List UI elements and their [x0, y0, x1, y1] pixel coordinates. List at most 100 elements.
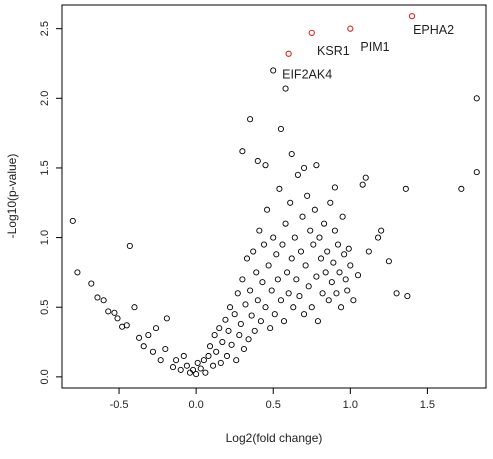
data-point: [217, 359, 224, 366]
data-point: [280, 318, 288, 325]
data-point: [458, 185, 465, 192]
data-point: [473, 169, 480, 176]
data-point: [136, 334, 143, 341]
data-point: [288, 255, 295, 262]
data-point: [273, 251, 280, 258]
data-point: [126, 242, 133, 249]
data-point: [206, 343, 214, 350]
data-point: [344, 287, 351, 294]
data-point: [173, 357, 180, 364]
data-point: [111, 309, 118, 316]
data-point: [287, 199, 294, 206]
data-point: [114, 315, 121, 322]
data-point: [402, 185, 409, 192]
data-point: [228, 341, 235, 348]
data-point: [393, 290, 400, 297]
x-tick-label: 1.0: [343, 399, 358, 411]
data-point: [190, 366, 197, 373]
data-point: [270, 67, 277, 74]
data-point: [473, 95, 480, 102]
data-point: [162, 345, 169, 353]
data-point: [105, 308, 112, 315]
gene-label: KSR1: [317, 44, 350, 58]
data-point: [163, 315, 170, 322]
data-point: [274, 276, 281, 283]
data-point: [301, 311, 308, 318]
data-point: [345, 245, 352, 252]
data-point: [250, 248, 257, 255]
data-point: [293, 276, 300, 283]
data-point: [236, 332, 243, 339]
data-point: [100, 297, 107, 304]
data-point: [297, 248, 305, 255]
data-point: [347, 262, 354, 269]
data-point: [285, 290, 292, 297]
data-point: [186, 369, 194, 376]
data-point: [313, 162, 320, 169]
data-point: [262, 304, 269, 311]
data-point: [219, 338, 226, 346]
data-point: [290, 304, 297, 311]
data-point: [284, 269, 291, 276]
data-point: [247, 116, 254, 123]
data-point: [328, 279, 335, 286]
data-point: [301, 164, 308, 171]
data-point: [177, 366, 184, 373]
data-point: [341, 251, 348, 258]
data-point: [316, 234, 323, 241]
data-point: [404, 293, 411, 300]
data-point: [234, 290, 241, 297]
data-point: [342, 276, 349, 283]
highlighted-point: [308, 29, 315, 37]
data-point: [239, 148, 246, 155]
data-point: [330, 259, 337, 266]
highlighted-point: [347, 25, 354, 32]
data-point: [74, 269, 81, 276]
data-point: [211, 332, 218, 339]
data-point: [385, 258, 392, 265]
data-point: [248, 312, 255, 319]
data-point: [339, 213, 346, 220]
data-point: [123, 322, 130, 329]
data-point: [324, 248, 331, 255]
data-point: [193, 371, 200, 378]
data-point: [245, 336, 252, 343]
data-point: [310, 241, 317, 248]
data-point: [254, 297, 261, 304]
plot-frame: [61, 4, 487, 389]
data-point: [294, 171, 301, 178]
data-point: [260, 241, 268, 248]
gene-label: EPHA2: [413, 23, 454, 37]
gene-label: EIF2AK4: [282, 68, 332, 82]
data-point: [288, 150, 295, 158]
data-point: [333, 290, 340, 297]
data-point: [279, 241, 286, 248]
data-point: [149, 348, 157, 355]
data-point: [313, 273, 320, 280]
data-point: [268, 287, 275, 294]
data-point: [153, 325, 160, 332]
data-point: [362, 174, 369, 181]
data-point: [305, 283, 312, 290]
x-tick-label: 1.5: [420, 399, 435, 411]
data-point: [240, 345, 247, 353]
y-tick-label: 1.5: [39, 160, 51, 175]
y-tick-label: 2.0: [39, 91, 51, 106]
data-point: [231, 311, 238, 318]
data-point: [205, 352, 212, 360]
data-point: [254, 157, 261, 165]
data-point: [277, 297, 284, 304]
data-point: [338, 304, 345, 311]
y-tick-label: 0.0: [39, 369, 51, 384]
y-axis: 0.0 0.5 1.0 1.5 2.0 2.5: [39, 21, 62, 385]
data-point: [354, 272, 362, 279]
data-point: [233, 357, 240, 364]
data-point: [140, 343, 147, 350]
data-point: [331, 227, 338, 234]
data-point: [334, 241, 342, 248]
gene-label: PIM1: [360, 40, 389, 54]
highlighted-point: [285, 50, 292, 57]
data-point: [336, 269, 343, 276]
y-axis-title: -Log10(p-value): [5, 154, 19, 239]
